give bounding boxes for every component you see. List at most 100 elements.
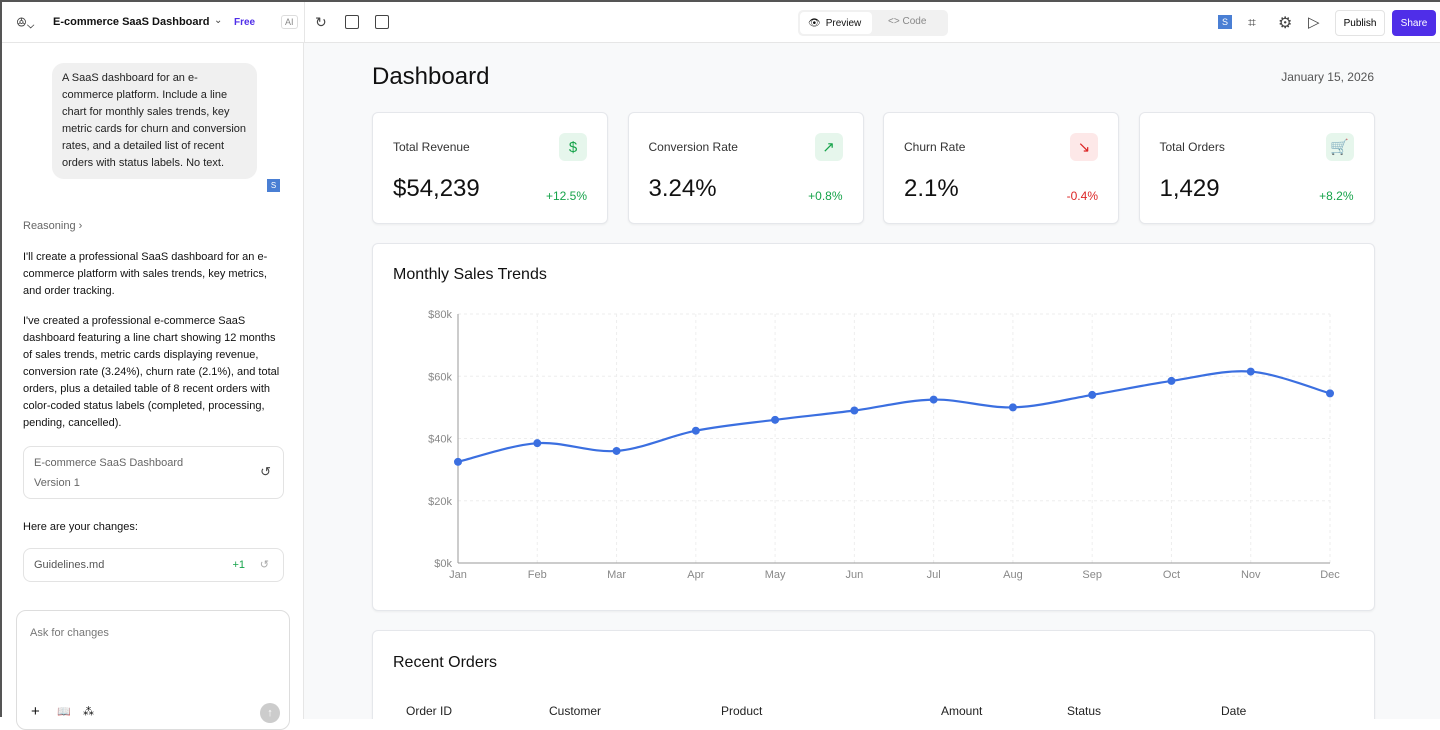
metric-label: Total Revenue — [393, 140, 470, 154]
version-card[interactable]: E-commerce SaaS Dashboard Version 1 ↺ — [23, 446, 284, 499]
chat-input-box[interactable]: Ask for changes + 📖 ⁂ ↑ — [16, 610, 290, 730]
data-point — [454, 457, 462, 466]
panel-icon[interactable] — [345, 15, 359, 29]
dollar-icon: $ — [559, 133, 587, 161]
version-label: Version 1 — [34, 477, 80, 489]
column-header[interactable]: Status — [1067, 704, 1102, 718]
settings-icon[interactable]: ⚙ — [1278, 15, 1293, 32]
user-avatar[interactable]: S — [1218, 15, 1232, 29]
user-message-avatar: S — [267, 179, 280, 192]
data-point — [1008, 403, 1017, 412]
column-header[interactable]: Customer — [549, 704, 602, 718]
data-point — [1246, 367, 1255, 376]
metric-value: 3.24% — [648, 175, 717, 202]
y-tick-label: $40k — [428, 434, 452, 446]
play-icon[interactable]: ▷ — [1308, 14, 1320, 31]
column-header[interactable]: Date — [1221, 704, 1247, 718]
metric-label: Total Orders — [1159, 140, 1225, 154]
send-button[interactable]: ↑ — [260, 703, 280, 723]
top-bar: ꔮ⌄ E-commerce SaaS Dashboard ⌄ Free AI ↻… — [2, 2, 1440, 43]
code-icon: <> — [888, 16, 903, 27]
undo-icon[interactable]: ↺ — [259, 559, 269, 571]
chevron-down-icon[interactable]: ⌄ — [214, 15, 223, 26]
publish-button[interactable]: Publish — [1335, 10, 1385, 36]
x-tick-label: May — [765, 569, 786, 581]
chevron-right-icon: › — [78, 220, 83, 232]
version-title: E-commerce SaaS Dashboard — [34, 457, 184, 469]
x-tick-label: Jul — [927, 569, 941, 581]
assistant-reply-1: I'll create a professional SaaS dashboar… — [23, 251, 268, 297]
y-tick-label: $20k — [428, 496, 452, 508]
reasoning-toggle[interactable]: Reasoning › — [23, 218, 82, 235]
data-point — [929, 395, 938, 404]
project-title[interactable]: E-commerce SaaS Dashboard — [53, 16, 210, 28]
ai-button[interactable]: AI — [281, 15, 298, 29]
chart-title: Monthly Sales Trends — [393, 266, 547, 283]
data-point — [771, 415, 780, 424]
data-point — [612, 446, 621, 455]
data-point — [1326, 389, 1334, 398]
cursor-select-icon[interactable]: ⁂ — [83, 706, 94, 718]
recent-orders-card: Recent Orders Order ID Customer Product Amo… — [372, 630, 1375, 719]
data-point — [1167, 376, 1176, 385]
preview-tab[interactable]: 👁 Preview — [800, 12, 872, 34]
metric-value: $54,239 — [393, 175, 480, 202]
data-point — [691, 426, 700, 435]
chat-input[interactable]: Ask for changes — [30, 627, 109, 639]
metric-card: Churn Rate ↘ 2.1% -0.4% — [883, 112, 1119, 224]
orders-table: Order ID Customer Product Amount Status Date — [406, 704, 1341, 718]
cart-icon: 🛒 — [1325, 133, 1354, 161]
x-tick-label: Apr — [687, 569, 704, 581]
metric-label: Churn Rate — [904, 140, 966, 154]
column-header[interactable]: Amount — [941, 704, 983, 718]
eye-icon: 👁 — [808, 17, 821, 29]
column-header[interactable]: Order ID — [406, 704, 453, 718]
trending-down-icon: ↘ — [1070, 133, 1098, 161]
metric-value: 1,429 — [1159, 175, 1220, 202]
sales-line-chart: $0k $20k $40k $60k $80k Jan Feb Mar Apr May Jun Jul… — [428, 309, 1340, 581]
refresh-icon[interactable]: ↻ — [315, 14, 327, 30]
file-name: Guidelines.md — [34, 559, 105, 571]
x-tick-label: Aug — [1003, 569, 1023, 581]
inspect-icon[interactable]: ⌗ — [1248, 14, 1256, 30]
file-change-item[interactable]: Guidelines.md +1 ↺ — [23, 548, 284, 582]
plus-icon[interactable]: + — [31, 703, 40, 720]
changes-label: Here are your changes: — [23, 521, 138, 533]
restore-icon[interactable]: ↺ — [260, 464, 271, 479]
code-label: Code — [902, 16, 927, 27]
page-title: Dashboard — [372, 63, 490, 90]
data-point — [533, 439, 542, 448]
y-tick-label: $60k — [428, 371, 452, 383]
date-label: January 15, 2026 — [1281, 70, 1374, 84]
metric-card: Conversion Rate ↗ 3.24% +0.8% — [627, 112, 864, 224]
metric-change: -0.4% — [1066, 189, 1098, 203]
trending-up-icon: ↗ — [814, 133, 843, 161]
code-tab[interactable]: <> Code — [888, 16, 926, 27]
metric-card: Total Orders 🛒 1,429 +8.2% — [1138, 112, 1375, 224]
x-tick-label: Sep — [1082, 569, 1102, 581]
sales-chart-card: Monthly Sales Trends $0k $20k $40k $60k $80k… — [372, 243, 1375, 611]
view-toggle: 👁 Preview <> Code — [798, 10, 948, 36]
x-tick-label: Jan — [449, 569, 467, 581]
figma-logo-icon[interactable]: ꔮ⌄ — [16, 14, 35, 30]
metric-card: Total Revenue $ $54,239 +12.5% — [372, 112, 608, 224]
x-tick-label: Dec — [1320, 569, 1340, 581]
chat-panel: A SaaS dashboard for an e-commerce platf… — [2, 43, 304, 730]
plan-badge: Free — [234, 17, 256, 28]
responsive-icon[interactable] — [375, 15, 389, 29]
book-icon[interactable]: 📖 — [57, 706, 71, 718]
column-header[interactable]: Product — [721, 704, 763, 718]
metric-label: Conversion Rate — [648, 140, 738, 154]
reasoning-label: Reasoning — [23, 220, 76, 232]
x-tick-label: Mar — [607, 569, 626, 581]
sales-line — [457, 370, 1331, 463]
x-tick-label: Oct — [1163, 569, 1180, 581]
user-message: A SaaS dashboard for an e-commerce platf… — [52, 63, 257, 179]
y-tick-label: $0k — [434, 558, 452, 570]
x-tick-label: Feb — [528, 569, 547, 581]
assistant-reply-2: I've created a professional e-commerce S… — [23, 315, 280, 429]
metric-change: +12.5% — [545, 189, 587, 203]
share-button[interactable]: Share — [1392, 10, 1436, 36]
x-tick-label: Nov — [1241, 569, 1261, 581]
data-point — [850, 406, 859, 415]
